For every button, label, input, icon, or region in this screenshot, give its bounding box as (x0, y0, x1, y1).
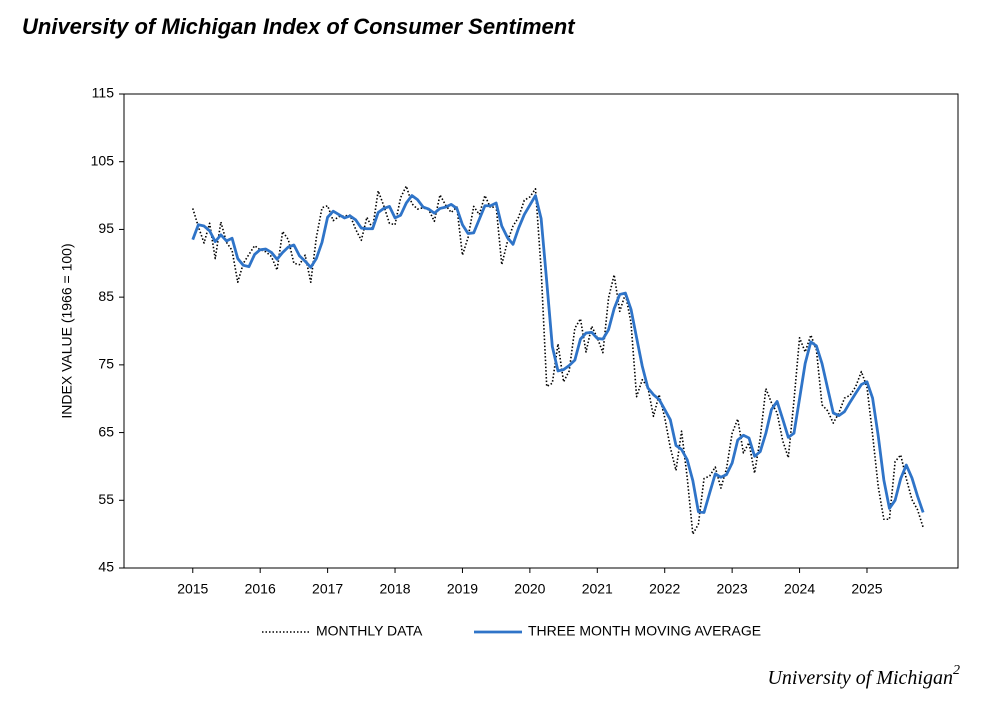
chart-title: University of Michigan Index of Consumer… (22, 14, 576, 39)
series-line (192, 185, 924, 535)
x-tick-label: 2021 (582, 581, 613, 597)
y-tick-label: 95 (98, 220, 114, 236)
legend-label: THREE MONTH MOVING AVERAGE (528, 623, 761, 639)
y-tick-label: 45 (98, 559, 114, 575)
x-tick-label: 2016 (245, 581, 276, 597)
x-tick-label: 2024 (784, 581, 815, 597)
source-text: University of Michigan (767, 667, 953, 689)
legend: MONTHLY DATA THREE MONTH MOVING AVERAGE (262, 623, 761, 639)
x-tick-label: 2020 (514, 581, 545, 597)
x-tick-label: 2023 (717, 581, 748, 597)
series-line (191, 194, 925, 514)
y-tick-label: 65 (98, 423, 114, 439)
x-tick-label: 2019 (447, 581, 478, 597)
source: University of Michigan2 (767, 663, 960, 688)
x-tick-label: 2015 (177, 581, 208, 597)
plot-frame (123, 93, 959, 569)
x-tick-label: 2022 (649, 581, 680, 597)
y-tick-label: 85 (98, 288, 114, 304)
y-tick-label: 55 (98, 491, 114, 507)
y-tick-label: 75 (98, 356, 114, 372)
y-tick-label: 105 (91, 152, 115, 168)
legend-label: MONTHLY DATA (316, 623, 423, 639)
x-tick-label: 2017 (312, 581, 343, 597)
source-superscript: 2 (953, 663, 960, 678)
y-axis-label: INDEX VALUE (1966 = 100) (59, 243, 75, 418)
y-tick-label: 115 (92, 85, 115, 101)
x-tick-label: 2025 (851, 581, 882, 597)
x-tick-label: 2018 (379, 581, 410, 597)
